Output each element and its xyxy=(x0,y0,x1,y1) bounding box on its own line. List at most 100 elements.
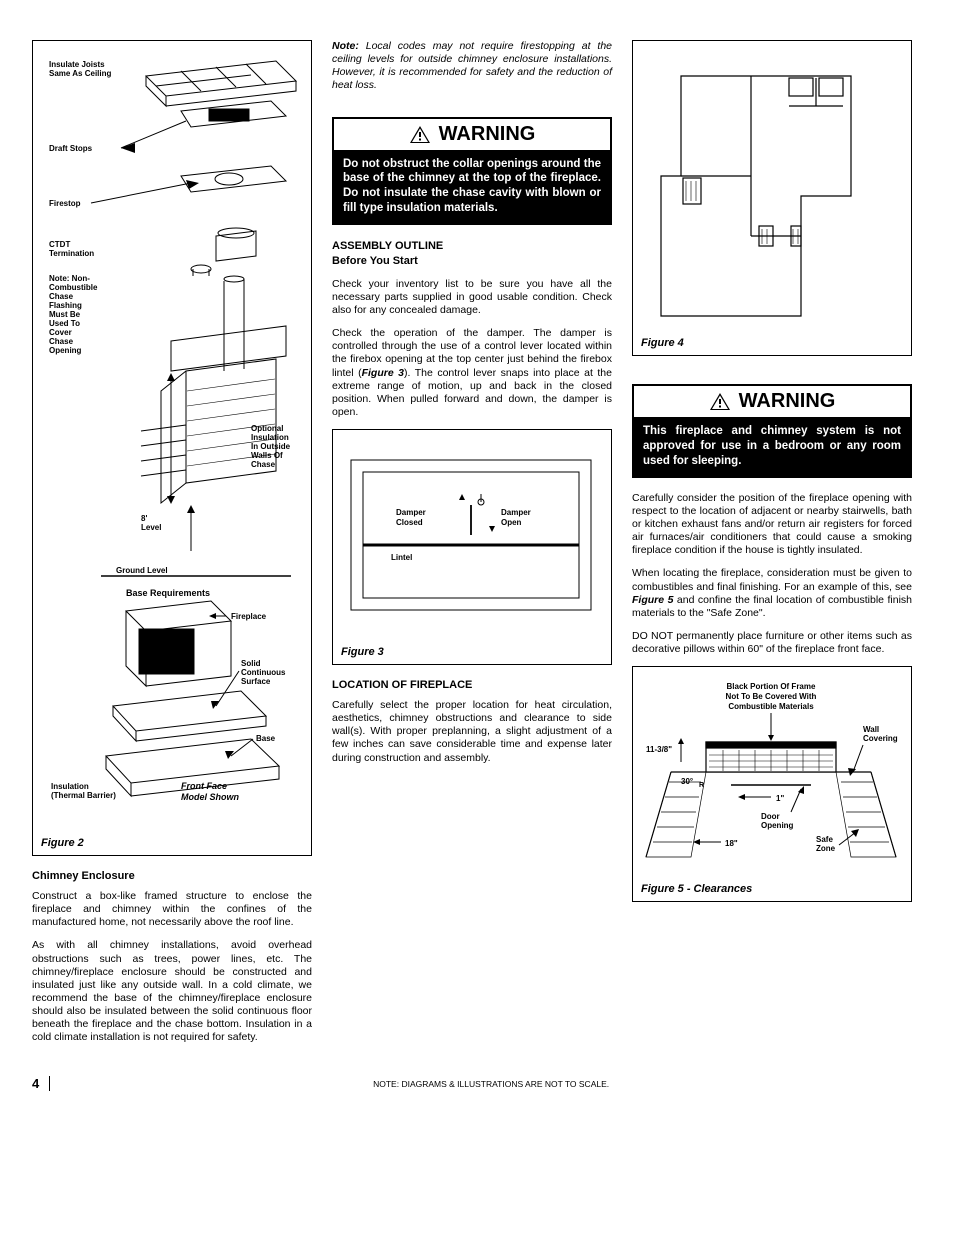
figure-2-diagram: Insulate Joists Same As Ceiling Draft St… xyxy=(41,51,301,831)
label: Damper xyxy=(396,508,426,517)
col2-p2: Check the operation of the damper. The d… xyxy=(332,327,612,419)
label: Cover xyxy=(49,328,72,337)
label: Level xyxy=(141,523,161,532)
figure-2-box: Insulate Joists Same As Ceiling Draft St… xyxy=(32,40,312,856)
label: Chase xyxy=(49,337,74,346)
label: Open xyxy=(501,518,522,527)
col3-p2a: When locating the fireplace, considerati… xyxy=(632,567,912,592)
warning-header-2: WARNING xyxy=(634,386,910,417)
chimney-enclosure-heading: Chimney Enclosure xyxy=(32,870,312,882)
label: Insulate Joists xyxy=(49,60,105,69)
page-footer: 4 NOTE: DIAGRAMS & ILLUSTRATIONS ARE NOT… xyxy=(32,1076,922,1091)
warning-icon xyxy=(409,125,431,144)
figure-5-box: Black Portion Of Frame Not To Be Covered… xyxy=(632,666,912,902)
note-body: Local codes may not require firestopping… xyxy=(332,40,612,91)
warning-icon xyxy=(709,392,731,411)
label: Opening xyxy=(49,346,82,355)
warning-body-2: This fireplace and chimney system is not… xyxy=(634,417,910,476)
label: 11-3/8" xyxy=(646,745,672,754)
label: Combustible Materials xyxy=(728,702,814,711)
assembly-h2: Before You Start xyxy=(332,255,418,267)
label: Continuous xyxy=(241,668,286,677)
figure-2-caption: Figure 2 xyxy=(41,837,303,849)
label: 18" xyxy=(725,839,738,848)
col2-note: Note: Local codes may not require firest… xyxy=(332,40,612,93)
label: Covering xyxy=(863,734,898,743)
label: Used To xyxy=(49,319,80,328)
label: Solid xyxy=(241,659,261,668)
location-heading: LOCATION OF FIREPLACE xyxy=(332,679,612,691)
label: Closed xyxy=(396,518,423,527)
label: Firestop xyxy=(49,199,81,208)
column-2: Note: Local codes may not require firest… xyxy=(332,40,612,1054)
label: Damper xyxy=(501,508,531,517)
warning-body-1: Do not obstruct the collar openings arou… xyxy=(334,150,610,224)
warning-title-2: WARNING xyxy=(739,390,836,413)
label: Same As Ceiling xyxy=(49,69,112,78)
page-number: 4 xyxy=(32,1076,50,1091)
label: Not To Be Covered With xyxy=(726,692,817,701)
warning-box-2: WARNING This fireplace and chimney syste… xyxy=(632,384,912,478)
label: In Outside xyxy=(251,442,291,451)
label: Combustible xyxy=(49,283,98,292)
column-3: Figure 4 WARNING This fireplace and chim… xyxy=(632,40,912,1054)
col3-p2c: and confine the final location of combus… xyxy=(632,594,912,619)
label: Chase xyxy=(49,292,74,301)
label: 8' xyxy=(141,514,147,523)
label: Draft Stops xyxy=(49,144,93,153)
label: Base Requirements xyxy=(126,588,210,598)
label: Flashing xyxy=(49,301,82,310)
label: Must Be xyxy=(49,310,81,319)
label: Door xyxy=(761,812,780,821)
label: Insulation xyxy=(51,782,89,791)
assembly-heading: ASSEMBLY OUTLINE Before You Start xyxy=(332,239,612,268)
column-1: Insulate Joists Same As Ceiling Draft St… xyxy=(32,40,312,1054)
col1-p1: Construct a box-like framed structure to… xyxy=(32,890,312,929)
figure-5-caption: Figure 5 - Clearances xyxy=(641,883,903,895)
label: Zone xyxy=(816,844,836,853)
label: (Thermal Barrier) xyxy=(51,791,116,800)
figure-5-diagram: Black Portion Of Frame Not To Be Covered… xyxy=(641,677,901,877)
label: Surface xyxy=(241,677,271,686)
label: Opening xyxy=(761,821,794,830)
col1-p2: As with all chimney installations, avoid… xyxy=(32,939,312,1044)
label: Lintel xyxy=(391,553,412,562)
label: Walls Of xyxy=(251,451,283,460)
label: Note: Non- xyxy=(49,274,90,283)
figure-4-caption: Figure 4 xyxy=(641,337,903,349)
label: 30° xyxy=(681,777,693,786)
col3-p2: When locating the fireplace, considerati… xyxy=(632,567,912,620)
label: Ground Level xyxy=(116,566,168,575)
warning-header-1: WARNING xyxy=(334,119,610,150)
label: R xyxy=(699,782,704,789)
col2-p2b: Figure 3 xyxy=(362,367,404,379)
label: Termination xyxy=(49,249,94,258)
col3-p3: DO NOT permanently place furniture or ot… xyxy=(632,630,912,656)
footer-note: NOTE: DIAGRAMS & ILLUSTRATIONS ARE NOT T… xyxy=(60,1079,922,1089)
warning-box-1: WARNING Do not obstruct the collar openi… xyxy=(332,117,612,226)
label: Safe xyxy=(816,835,833,844)
warning-title-1: WARNING xyxy=(439,123,536,146)
label: Model Shown xyxy=(181,792,239,802)
col3-p2b: Figure 5 xyxy=(632,594,673,606)
label: Wall xyxy=(863,725,879,734)
figure-4-diagram xyxy=(641,51,871,331)
col2-p1: Check your inventory list to be sure you… xyxy=(332,278,612,317)
figure-4-box: Figure 4 xyxy=(632,40,912,356)
col3-p1: Carefully consider the position of the f… xyxy=(632,492,912,558)
page-columns: Insulate Joists Same As Ceiling Draft St… xyxy=(32,40,922,1054)
figure-3-box: Damper Closed Damper Open Lintel Figure … xyxy=(332,429,612,665)
label: Fireplace xyxy=(231,612,267,621)
label: CTDT xyxy=(49,240,70,249)
label: Optional xyxy=(251,424,283,433)
col2-p3: Carefully select the proper location for… xyxy=(332,699,612,765)
label: Base xyxy=(256,734,276,743)
label: Chase xyxy=(251,460,276,469)
label: 1" xyxy=(776,794,784,803)
label: Black Portion Of Frame xyxy=(727,682,816,691)
figure-3-caption: Figure 3 xyxy=(341,646,603,658)
assembly-h1: ASSEMBLY OUTLINE xyxy=(332,240,443,252)
label: Front Face xyxy=(181,781,227,791)
note-lead: Note: xyxy=(332,40,359,52)
label: Insulation xyxy=(251,433,289,442)
